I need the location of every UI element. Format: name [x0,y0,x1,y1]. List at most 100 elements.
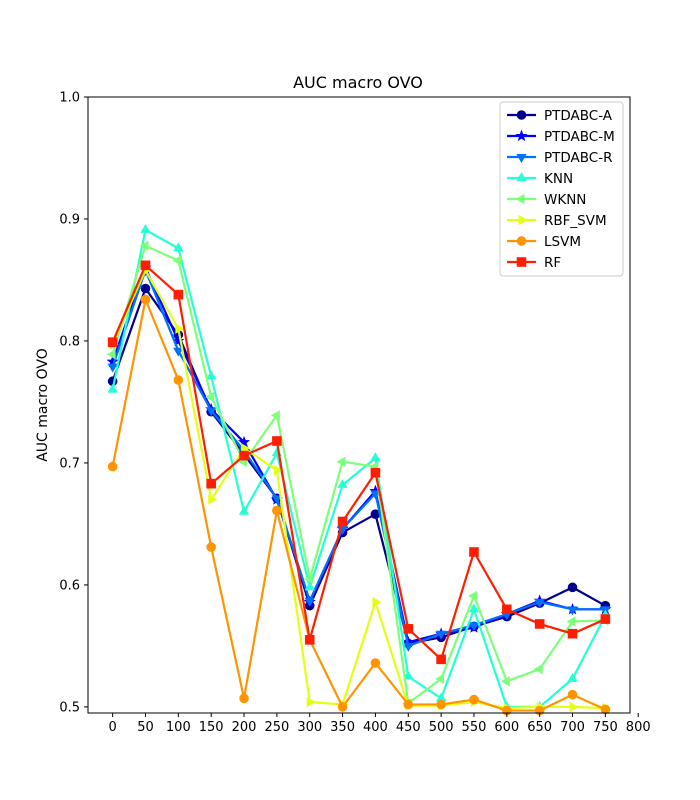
x-tick-label: 100 [166,720,191,735]
legend-marker [515,129,528,142]
data-point [403,699,414,710]
x-tick-label: 500 [429,720,454,735]
series-line [111,298,606,712]
data-point [173,289,184,300]
data-point [534,619,545,629]
data-point [435,673,445,684]
x-tick-label: 650 [527,720,552,735]
x-tick-label: 150 [199,720,224,735]
data-point [469,694,479,705]
x-tick-label: 0 [108,720,116,735]
data-point [173,242,184,252]
data-point [567,689,578,700]
series-rf [107,260,611,665]
data-point [304,597,315,607]
legend-marker [516,236,527,246]
x-tick-label: 750 [593,720,618,735]
data-point [436,699,446,710]
data-point [303,573,313,584]
x-tick-label: 400 [363,720,388,735]
x-tick-label: 550 [462,720,487,735]
legend-entry: PTDABC-M [507,129,615,145]
series-line [111,264,606,661]
series-wknn [106,240,609,709]
data-point [140,224,151,233]
y-axis-title: AUC macro OVO [35,348,51,462]
data-point [336,456,346,467]
x-tick-label: 250 [264,720,289,735]
data-point [206,370,217,380]
data-point [403,624,414,634]
data-point [139,240,149,251]
data-point [370,490,381,500]
y-tick-label: 1.0 [59,91,80,106]
data-point [273,465,283,476]
axes: 0 50 100 150 200 250 300 350 400 450 500 550 600 650 7… [59,91,650,736]
data-point [403,642,414,652]
x-tick-label: 600 [494,720,519,735]
legend: PTDABC-A PTDABC-M PTDABC-R KNN WKNN RBF_SVM LS… [499,101,624,277]
data-point [468,603,480,613]
legend-label: PTDABC-A [544,108,613,124]
data-point [205,391,215,403]
legend-label: RBF_SVM [544,213,607,229]
data-point [206,542,216,552]
data-point [468,590,477,602]
legend-entry: LSVM [507,234,581,250]
data-point [372,596,382,608]
data-point [241,443,250,454]
legend-entry: KNN [507,171,573,187]
y-tick-label: 0.8 [59,334,80,349]
data-point [435,630,447,640]
legend-entry: WKNN [507,192,586,208]
data-point [173,375,184,385]
data-point [337,478,348,488]
legend-label: RF [544,255,561,271]
y-tick-label: 0.5 [59,700,80,715]
data-point [502,604,512,615]
legend-entry: PTDABC-A [507,108,613,124]
legend-marker [515,193,525,205]
legend-marker [516,172,527,181]
data-point [567,606,578,616]
data-point [140,294,151,305]
data-point [500,676,510,687]
data-point [567,628,578,639]
legend-label: KNN [544,171,573,187]
data-point [239,693,249,704]
y-tick-label: 0.6 [59,578,80,593]
data-point [206,407,217,417]
data-point [600,614,611,624]
series-ptdabc-a [107,283,611,649]
data-point [403,670,414,680]
data-point [370,658,381,668]
data-point [107,383,118,393]
data-point [370,452,381,462]
chart-title: AUC macro OVO [293,73,423,92]
legend-entry: RBF_SVM [507,213,607,229]
data-point [237,435,251,448]
series-knn [107,224,611,710]
data-point [175,323,185,334]
x-tick-label: 450 [396,720,421,735]
data-point [534,599,545,608]
data-point [436,654,446,665]
data-point [272,505,282,516]
data-point [271,495,283,505]
data-point [238,505,250,515]
legend-box [499,101,624,277]
data-point [337,516,348,527]
data-point [107,363,118,373]
series-line [111,269,606,648]
data-point [140,283,151,294]
plot-series-layer [106,224,612,716]
x-tick-label: 200 [232,720,257,735]
data-point [569,701,579,713]
data-point [304,635,315,645]
legend-label: LSVM [544,234,581,250]
legend-entry: RF [507,255,561,271]
legend-label: WKNN [544,192,586,208]
data-point [469,547,479,557]
y-tick-label: 0.9 [59,212,80,227]
